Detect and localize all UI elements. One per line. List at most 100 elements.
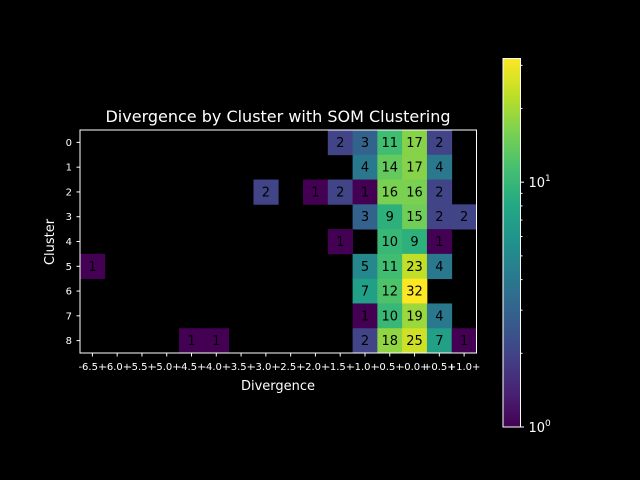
x-tick-label: -1.5+ (326, 362, 354, 373)
cell-value-label: 3 (361, 210, 369, 225)
colorbar-gradient (503, 58, 521, 427)
heatmap-cells: 2 3 11 17 24 14 17 42 1 2 1 16 16 23 9 15 2 21 10 9 11 5 11 23 4… (80, 130, 477, 354)
heatmap-cell (377, 229, 403, 255)
heatmap-cell (352, 253, 378, 280)
heatmap-cell (402, 328, 428, 354)
cell-value-label: 10 (381, 235, 398, 250)
cell-value-label: 3 (361, 136, 369, 151)
heatmap-cell (426, 154, 453, 180)
cell-value-label: 16 (406, 185, 423, 200)
cell-value-label: 2 (336, 185, 344, 200)
x-tick-label: -5.5+ (128, 362, 156, 373)
heatmap-cell (377, 328, 403, 354)
cell-value-label: 14 (381, 161, 398, 176)
cell-value-label: 18 (381, 334, 398, 349)
cell-value-label: 4 (435, 260, 443, 275)
heatmap-cell (426, 229, 453, 255)
x-tick-label: -4.5+ (178, 362, 206, 373)
x-tick-label: -0.5+ (376, 362, 404, 373)
heatmap-cell (377, 253, 403, 280)
cell-value-label: 2 (435, 210, 443, 225)
cell-value-label: 12 (381, 285, 398, 300)
heatmap-cell (426, 204, 453, 230)
x-tick-label: -6.0+ (103, 362, 131, 373)
heatmap-cell (327, 229, 353, 255)
heatmap-cell (352, 278, 378, 304)
heatmap-cell (352, 204, 378, 230)
cell-value-label: 4 (435, 161, 443, 176)
cell-value-label: 1 (212, 334, 220, 349)
cell-value-label: 16 (381, 185, 398, 200)
heatmap-cell (352, 328, 378, 354)
y-tick-label: 7 (66, 311, 72, 322)
cell-value-label: 2 (460, 210, 468, 225)
cell-value-label: 11 (381, 136, 398, 151)
heatmap-cell (402, 278, 428, 304)
y-axis-label: Cluster (43, 218, 58, 265)
cell-value-label: 23 (406, 260, 423, 275)
heatmap-cell (80, 253, 106, 280)
cell-value-label: 2 (336, 136, 344, 151)
colorbar: 100 101 (502, 58, 552, 436)
cell-value-label: 2 (361, 334, 369, 349)
cell-value-label: 1 (361, 185, 369, 200)
cell-value-label: 7 (435, 334, 443, 349)
chart-title: Divergence by Cluster with SOM Clusterin… (105, 107, 450, 126)
heatmap-cell (426, 303, 453, 329)
heatmap-cell (203, 328, 230, 354)
cell-value-label: 32 (406, 285, 423, 300)
colorbar-tick-label: 100 (529, 419, 552, 436)
heatmap-cell (402, 179, 428, 205)
y-tick-label: 1 (66, 163, 72, 174)
y-tick-label: 0 (66, 138, 72, 149)
heatmap-cell (402, 303, 428, 329)
heatmap-cell (327, 179, 353, 205)
cell-value-label: 1 (361, 309, 369, 324)
y-axis-ticks: 0 1 2 3 4 5 6 7 8 (66, 138, 80, 347)
heatmap-cell (377, 130, 403, 156)
cell-value-label: 1 (460, 334, 468, 349)
heatmap-cell (402, 154, 428, 180)
heatmap-cell (402, 253, 428, 280)
cell-value-label: 1 (311, 185, 319, 200)
cell-value-label: 1 (336, 235, 344, 250)
cell-value-label: 1 (187, 334, 195, 349)
cell-value-label: 1 (88, 260, 96, 275)
x-tick-label: -2.5+ (277, 362, 305, 373)
heatmap-cell (426, 253, 453, 280)
x-tick-label: -6.5+ (78, 362, 106, 373)
cell-value-label: 4 (435, 309, 443, 324)
x-tick-label: +1.0+ (448, 362, 481, 373)
cell-value-label: 17 (406, 161, 423, 176)
x-axis-label: Divergence (241, 379, 315, 394)
heatmap-cell (402, 204, 428, 230)
cell-value-label: 2 (435, 185, 443, 200)
heatmap-cell (352, 154, 378, 180)
heatmap-cell (377, 278, 403, 304)
cell-value-label: 2 (262, 185, 270, 200)
colorbar-frame (502, 58, 521, 428)
x-tick-label: -5.0+ (153, 362, 181, 373)
heatmap-cell (352, 179, 378, 205)
heatmap-cell (377, 303, 403, 329)
cell-value-label: 9 (410, 235, 418, 250)
cell-value-label: 19 (406, 309, 423, 324)
x-tick-label: -3.5+ (227, 362, 255, 373)
cell-value-label: 11 (381, 260, 398, 275)
cell-value-label: 10 (381, 309, 398, 324)
y-tick-label: 2 (66, 187, 72, 198)
heatmap-cell (377, 154, 403, 180)
heatmap-cell (451, 328, 477, 354)
x-tick-label: -2.0+ (301, 362, 329, 373)
heatmap-cell (352, 303, 378, 329)
heatmap-cell (451, 204, 477, 230)
x-axis-ticks: -6.5+-6.0+-5.5+-5.0+-4.5+-4.0+-3.5+-3.0+… (78, 353, 480, 373)
x-tick-label: -4.0+ (202, 362, 230, 373)
cell-value-label: 17 (406, 136, 423, 151)
cell-value-label: 5 (361, 260, 369, 275)
y-tick-label: 3 (66, 212, 72, 223)
cell-value-label: 25 (406, 334, 423, 349)
cell-value-label: 4 (361, 161, 369, 176)
cell-value-label: 9 (386, 210, 394, 225)
x-tick-label: -0.0+ (401, 362, 429, 373)
